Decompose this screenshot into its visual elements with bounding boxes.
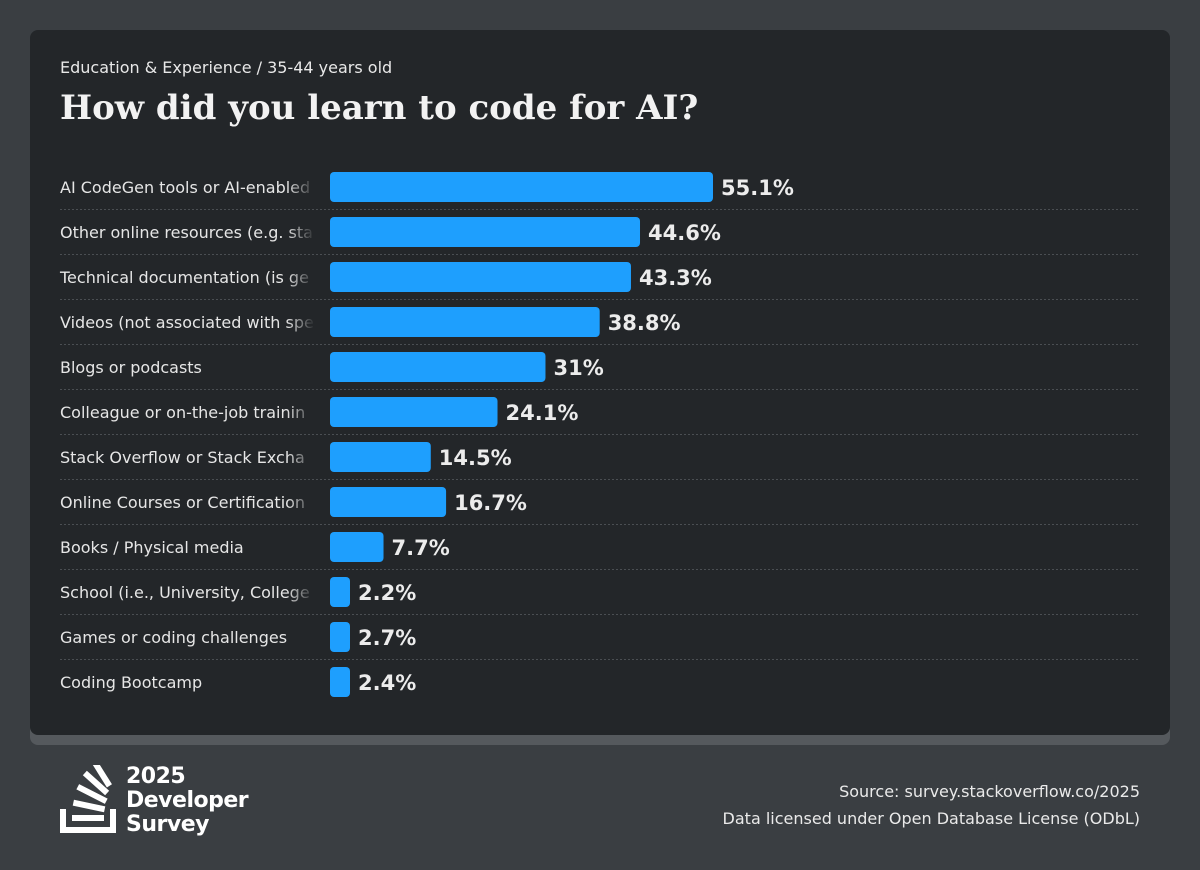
value-label: 14.5% bbox=[439, 446, 512, 470]
value-label: 16.7% bbox=[454, 491, 527, 515]
logo-line2: Developer bbox=[126, 788, 249, 813]
bar bbox=[330, 172, 713, 202]
category-label: Other online resources (e.g. sta bbox=[60, 223, 313, 242]
category-label: Games or coding challenges bbox=[60, 628, 287, 647]
value-label: 24.1% bbox=[506, 401, 579, 425]
logo-year: 2025 bbox=[126, 764, 186, 789]
value-label: 31% bbox=[553, 356, 603, 380]
bar bbox=[330, 262, 631, 292]
logo-text: 2025 Developer Survey bbox=[126, 764, 249, 837]
bar bbox=[330, 307, 600, 337]
logo-line3: Survey bbox=[126, 812, 209, 837]
category-label: School (i.e., University, College bbox=[60, 583, 310, 602]
value-label: 7.7% bbox=[392, 536, 450, 560]
bar bbox=[330, 622, 350, 652]
category-label: Blogs or podcasts bbox=[60, 358, 202, 377]
license-text: Data licensed under Open Database Licens… bbox=[722, 809, 1140, 828]
value-label: 2.7% bbox=[358, 626, 416, 650]
bar bbox=[330, 397, 498, 427]
bar bbox=[330, 352, 546, 382]
breadcrumb: Education & Experience / 35-44 years old bbox=[60, 58, 393, 77]
category-label: Coding Bootcamp bbox=[60, 673, 202, 692]
bar bbox=[330, 487, 447, 517]
stack-overflow-logo-icon bbox=[60, 765, 116, 833]
category-label: Online Courses or Certification bbox=[60, 493, 305, 512]
category-label: Colleague or on-the-job trainin bbox=[60, 403, 305, 422]
value-label: 55.1% bbox=[721, 176, 794, 200]
value-label: 2.4% bbox=[358, 671, 416, 695]
value-label: 44.6% bbox=[648, 221, 721, 245]
value-label: 2.2% bbox=[358, 581, 416, 605]
bar bbox=[330, 667, 350, 697]
value-label: 38.8% bbox=[608, 311, 681, 335]
category-label: Technical documentation (is ge bbox=[59, 268, 309, 287]
footer-source: Source: survey.stackoverflow.co/2025 Dat… bbox=[723, 778, 1140, 832]
bar-chart: AI CodeGen tools or AI-enabled 55.1% Other… bbox=[59, 172, 1140, 697]
bar bbox=[330, 532, 384, 562]
category-label: Stack Overflow or Stack Excha bbox=[60, 448, 305, 467]
category-label: AI CodeGen tools or AI-enabled bbox=[60, 178, 310, 197]
category-label: Videos (not associated with spe bbox=[60, 313, 314, 332]
bar bbox=[330, 217, 641, 247]
bar bbox=[330, 442, 431, 472]
bar bbox=[330, 577, 350, 607]
source-link[interactable]: Source: survey.stackoverflow.co/2025 bbox=[839, 782, 1140, 801]
category-label: Books / Physical media bbox=[60, 538, 244, 557]
chart-card: Education & Experience / 35-44 years old… bbox=[30, 30, 1170, 735]
value-label: 43.3% bbox=[639, 266, 712, 290]
page-title: How did you learn to code for AI? bbox=[60, 88, 699, 128]
